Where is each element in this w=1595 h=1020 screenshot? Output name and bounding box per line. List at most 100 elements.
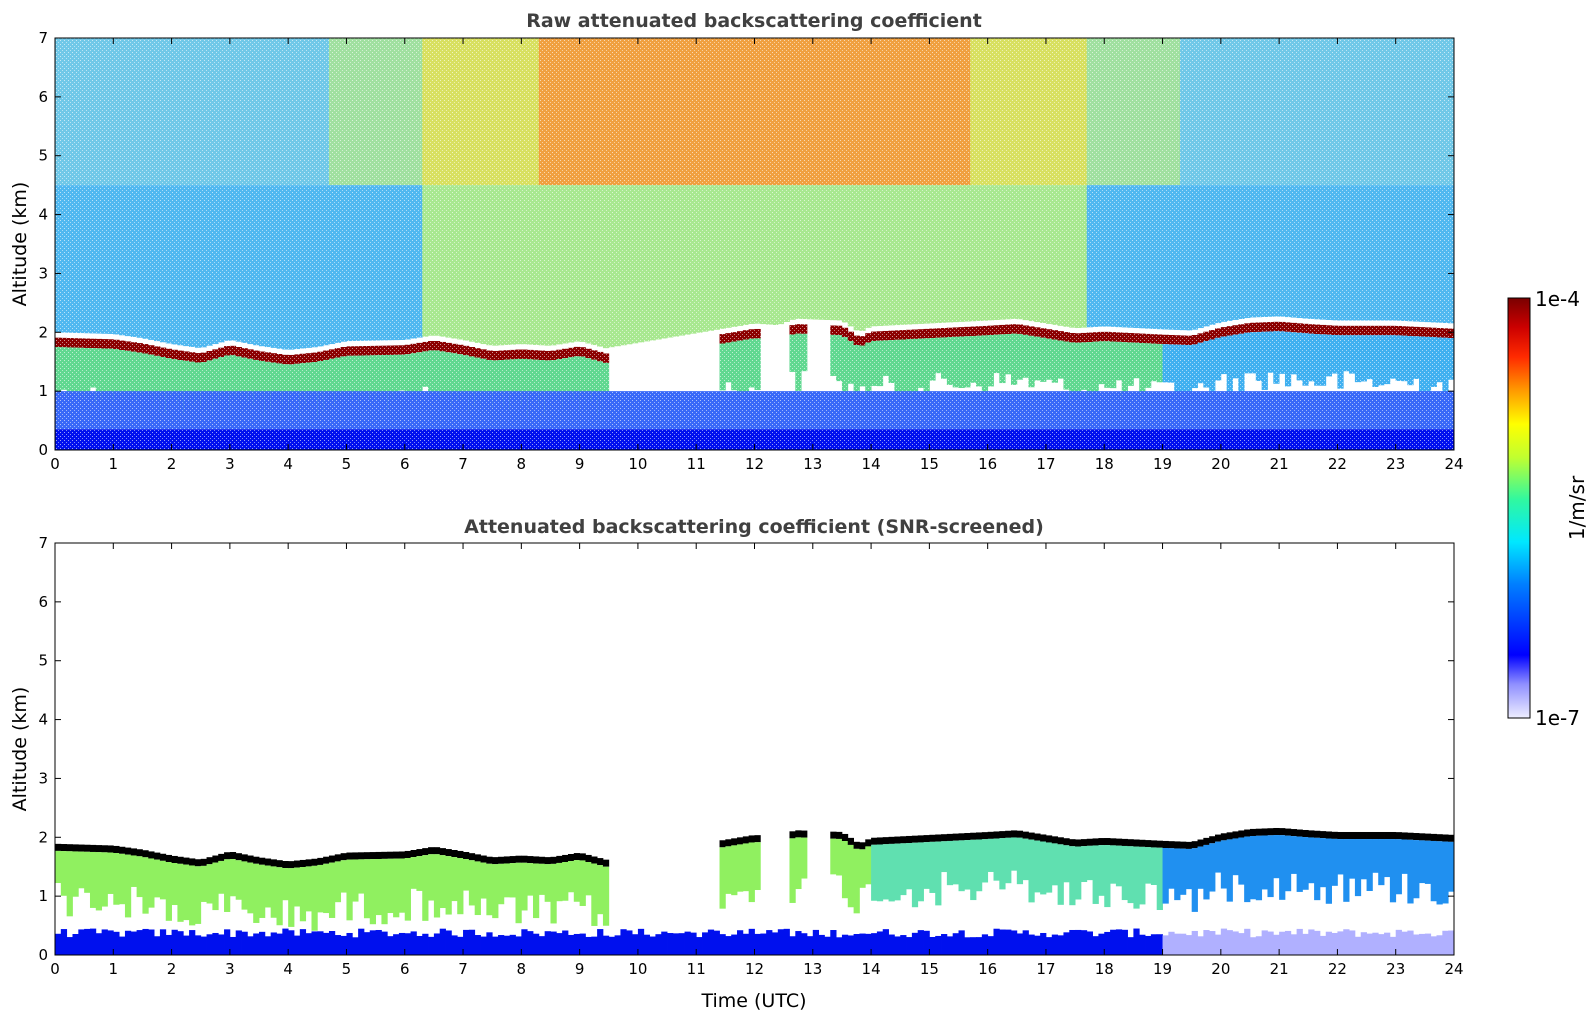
screened-layer-top — [1162, 840, 1169, 848]
screened-layer-top — [404, 850, 411, 859]
screened-surface — [1238, 933, 1245, 955]
screened-surface — [1232, 931, 1239, 955]
screened-layer-top — [1308, 830, 1315, 838]
screened-layer-top — [422, 848, 429, 856]
screened-surface — [1115, 929, 1123, 955]
x-tick-label: 17 — [1036, 455, 1055, 473]
screened-layer-top — [340, 853, 347, 861]
screened-layer-top — [538, 856, 546, 864]
screened-surface — [649, 936, 656, 955]
screened-layer-top — [288, 861, 295, 869]
screened-boundary-layer — [1419, 840, 1426, 884]
screened-surface — [142, 928, 149, 955]
screened-surface — [1302, 933, 1309, 955]
screened-layer-top — [894, 836, 901, 844]
screened-layer-top — [550, 856, 557, 864]
screened-layer-top — [521, 855, 528, 863]
x-tick-label: 13 — [803, 455, 822, 473]
screened-boundary-layer — [1372, 839, 1379, 873]
screened-boundary-layer — [422, 855, 429, 921]
screened-surface — [894, 936, 901, 955]
screened-boundary-layer — [754, 842, 761, 891]
screened-layer-top — [573, 853, 581, 861]
screened-layer-top — [562, 854, 569, 863]
screened-surface — [1413, 934, 1420, 955]
screened-boundary-layer — [1139, 846, 1146, 905]
screened-boundary-layer — [282, 868, 289, 901]
screened-surface — [719, 934, 726, 955]
screened-layer-top — [1080, 839, 1088, 847]
screened-layer-top — [853, 841, 860, 849]
screened-boundary-layer — [323, 863, 330, 914]
screened-layer-top — [84, 844, 91, 852]
screened-boundary-layer — [1086, 845, 1093, 881]
screened-boundary-layer — [970, 839, 977, 901]
screened-boundary-layer — [987, 838, 994, 872]
screened-surface — [1098, 933, 1105, 955]
screened-surface — [410, 931, 417, 955]
screened-surface — [1022, 930, 1029, 955]
screened-layer-top — [719, 840, 726, 848]
screened-surface — [1273, 934, 1280, 955]
screened-surface — [538, 936, 546, 955]
screened-layer-top — [270, 859, 277, 867]
screened-surface — [474, 935, 481, 955]
screened-surface — [1384, 932, 1391, 955]
screened-layer-top — [1366, 831, 1373, 840]
screened-layer-top — [369, 852, 377, 860]
screened-layer-top — [177, 856, 184, 864]
screened-boundary-layer — [352, 859, 359, 902]
screened-boundary-layer — [579, 860, 586, 906]
screened-boundary-layer — [113, 853, 120, 905]
screened-layer-top — [888, 836, 895, 844]
screened-surface — [136, 930, 143, 955]
x-tick-label: 17 — [1036, 960, 1055, 978]
screened-layer-top — [1051, 836, 1059, 844]
screened-layer-top — [941, 834, 948, 842]
screened-boundary-layer — [1040, 841, 1047, 895]
y-tick-label: 6 — [38, 593, 48, 611]
screened-surface — [346, 932, 353, 955]
screened-layer-top — [293, 860, 301, 868]
screened-surface — [690, 932, 697, 955]
screened-boundary-layer — [865, 846, 872, 885]
screened-layer-top — [89, 844, 97, 852]
screened-surface — [1191, 930, 1198, 955]
screened-surface — [171, 929, 178, 955]
screened-boundary-layer — [556, 862, 563, 902]
screened-surface — [696, 937, 703, 955]
screened-surface — [795, 931, 802, 955]
screened-boundary-layer — [1360, 839, 1367, 880]
x-tick-label: 1 — [109, 960, 119, 978]
screened-surface — [358, 928, 365, 955]
x-tick-label: 2 — [167, 455, 177, 473]
screened-layer-top — [154, 852, 161, 860]
screened-layer-top — [1413, 833, 1420, 841]
screened-surface — [1121, 929, 1128, 955]
screened-boundary-layer — [451, 857, 458, 902]
screened-layer-top — [906, 835, 913, 844]
screened-surface — [1203, 930, 1210, 955]
screened-layer-top — [165, 854, 172, 863]
x-tick-label: 16 — [978, 960, 997, 978]
x-tick-label: 18 — [1095, 455, 1114, 473]
screened-boundary-layer — [1104, 845, 1111, 908]
screened-boundary-layer — [398, 858, 406, 913]
screened-boundary-layer — [212, 862, 219, 911]
screened-layer-top — [1378, 831, 1385, 840]
screened-layer-top — [737, 837, 744, 845]
screened-layer-top — [970, 832, 977, 840]
screened-boundary-layer — [1010, 837, 1018, 871]
screened-surface — [468, 929, 476, 955]
screened-surface — [288, 930, 295, 955]
screened-layer-top — [311, 858, 318, 866]
screened-boundary-layer — [154, 859, 161, 898]
screened-layer-top — [1034, 833, 1041, 841]
screened-layer-top — [363, 852, 371, 860]
screened-boundary-layer — [1045, 842, 1053, 893]
screened-surface — [1395, 929, 1402, 955]
screened-boundary-layer — [66, 851, 73, 917]
screened-layer-top — [836, 831, 843, 839]
screened-boundary-layer — [189, 865, 196, 926]
